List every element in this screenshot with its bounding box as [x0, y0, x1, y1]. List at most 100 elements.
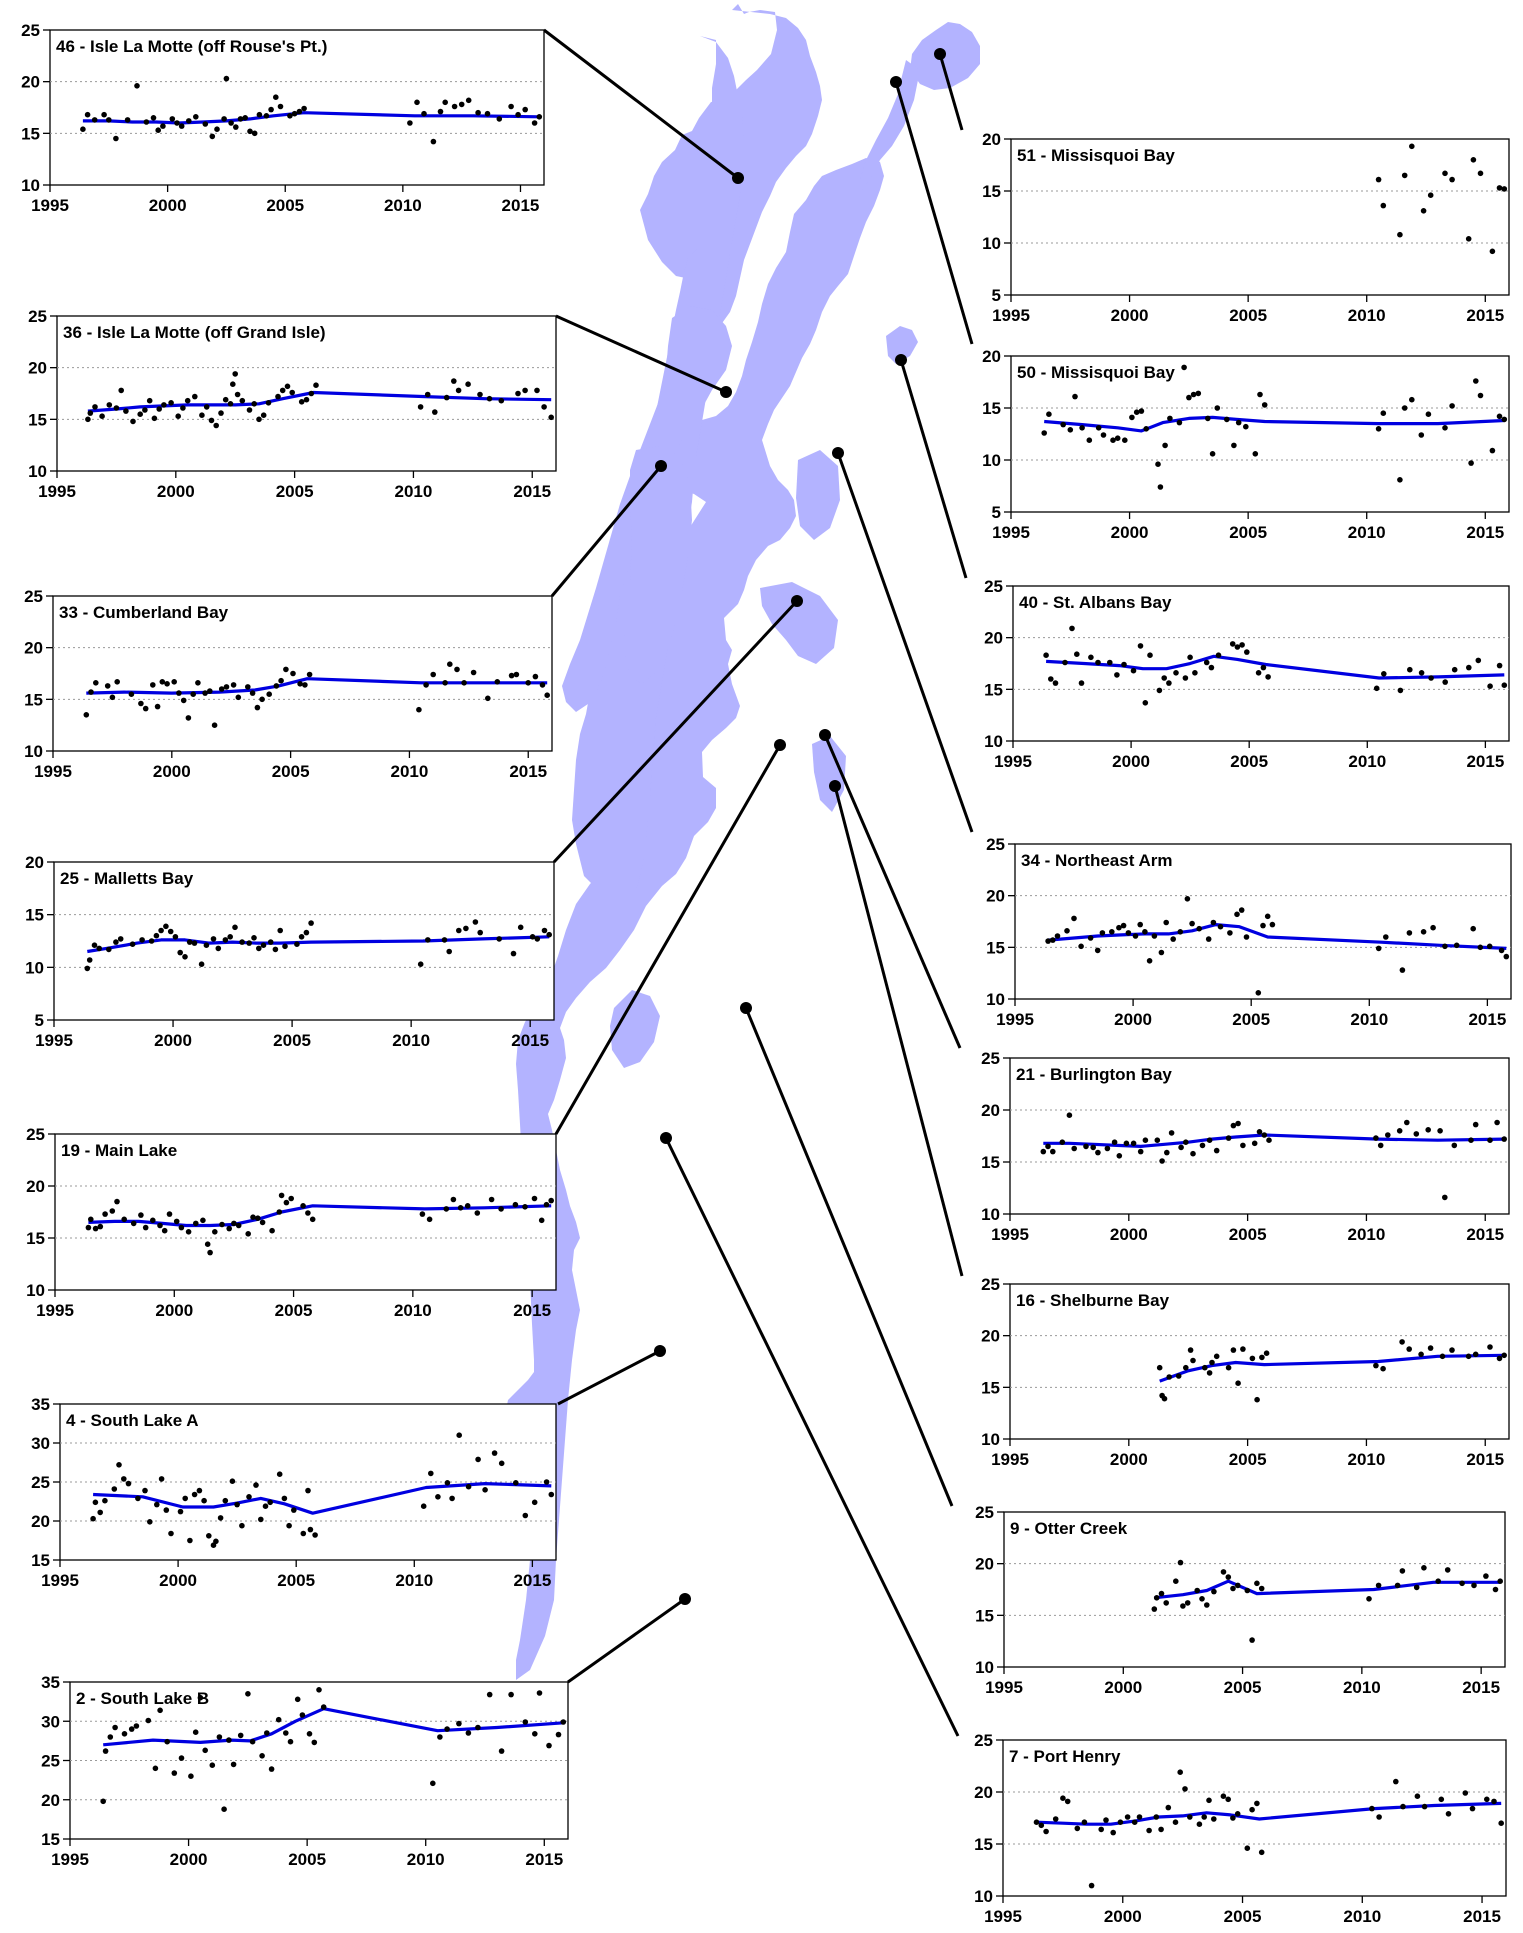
data-point — [1180, 1603, 1186, 1609]
data-point — [1430, 924, 1436, 931]
x-tick-label: 2010 — [1348, 1450, 1386, 1469]
x-tick-label: 1995 — [991, 1225, 1029, 1244]
plot-frame — [1009, 1283, 1510, 1440]
data-point — [1201, 1814, 1207, 1820]
data-point — [209, 133, 216, 140]
data-point — [217, 1515, 224, 1521]
site-33-marker — [655, 460, 667, 472]
data-point — [1399, 1568, 1406, 1574]
data-point — [1451, 1142, 1458, 1149]
data-point — [430, 1780, 436, 1787]
data-point — [237, 1732, 244, 1739]
data-point — [306, 671, 313, 678]
data-point — [273, 683, 280, 689]
data-point — [185, 1229, 192, 1235]
data-point — [1376, 1814, 1382, 1820]
data-point — [1177, 1769, 1183, 1775]
data-point — [260, 942, 267, 948]
data-point — [263, 113, 270, 119]
data-point — [182, 1495, 188, 1502]
site-leader-lines — [543, 28, 974, 1737]
data-point — [223, 684, 230, 690]
data-point — [1498, 1820, 1504, 1826]
data-point — [1420, 929, 1427, 935]
data-point — [1224, 416, 1230, 423]
leader-7 — [664, 1137, 960, 1737]
data-point — [560, 1719, 567, 1725]
data-point — [1459, 1580, 1465, 1587]
data-point — [192, 1729, 199, 1735]
data-point — [486, 1691, 493, 1698]
x-tick-label: 2015 — [1466, 306, 1504, 325]
data-point — [1095, 425, 1102, 431]
data-point — [1225, 1135, 1232, 1141]
data-point — [498, 397, 505, 404]
y-tick-label: 15 — [25, 906, 44, 925]
data-point — [1397, 231, 1403, 238]
data-point — [296, 108, 303, 115]
data-point — [138, 1212, 144, 1218]
data-point — [544, 692, 550, 698]
data-point — [1114, 435, 1121, 442]
data-point — [168, 1530, 174, 1537]
x-tick-label: 2010 — [1350, 1010, 1388, 1029]
x-tick-label: 1995 — [996, 1010, 1034, 1029]
data-point — [231, 1220, 237, 1227]
data-point — [463, 925, 469, 932]
data-point — [1204, 1602, 1210, 1608]
data-point — [1462, 1790, 1469, 1796]
x-tick-label: 2005 — [273, 1031, 311, 1050]
data-point — [282, 943, 288, 950]
data-point — [1470, 157, 1477, 163]
data-point — [129, 941, 136, 947]
data-point — [1501, 1136, 1507, 1142]
data-point — [305, 1487, 311, 1494]
cumberland-lobe — [624, 446, 692, 684]
data-point — [548, 1197, 554, 1204]
data-point — [1438, 1796, 1445, 1803]
data-point — [226, 1225, 232, 1232]
data-point — [510, 950, 517, 957]
data-point — [130, 418, 136, 425]
data-point — [1088, 654, 1094, 661]
data-point — [312, 1532, 318, 1538]
data-point — [1205, 415, 1211, 422]
data-point — [152, 1765, 159, 1772]
data-point — [249, 690, 256, 696]
data-point — [1475, 657, 1482, 664]
x-tick-label: 1995 — [38, 482, 76, 501]
y-tick-label: 15 — [41, 1830, 60, 1849]
data-point — [142, 407, 148, 413]
x-tick-label: 2010 — [395, 1571, 433, 1590]
data-point — [1375, 176, 1382, 183]
data-point — [1397, 477, 1403, 483]
y-tick-label: 15 — [984, 680, 1003, 699]
panel-title: 50 - Missisquoi Bay — [1017, 363, 1175, 382]
data-point — [1366, 1596, 1372, 1602]
data-point — [245, 684, 251, 690]
data-point — [1050, 937, 1056, 943]
data-point — [522, 387, 528, 394]
data-point — [221, 1806, 227, 1812]
data-point — [1052, 680, 1059, 686]
data-point — [1211, 1588, 1217, 1595]
data-point — [1121, 661, 1127, 668]
data-point — [1159, 1158, 1165, 1164]
data-point — [1255, 990, 1262, 996]
data-point — [1083, 1143, 1089, 1150]
data-point — [161, 1227, 168, 1234]
data-point — [485, 695, 491, 702]
data-point — [456, 927, 462, 934]
data-point — [475, 1724, 481, 1731]
data-point — [1469, 1805, 1476, 1812]
data-point — [1158, 1826, 1164, 1833]
data-point — [449, 1495, 455, 1502]
data-point — [283, 666, 289, 673]
y-tick-label: 15 — [26, 1229, 45, 1248]
y-tick-label: 10 — [21, 176, 40, 195]
data-point — [1489, 447, 1496, 454]
y-tick-label: 30 — [31, 1434, 50, 1453]
data-point — [291, 1507, 297, 1513]
y-tick-label: 25 — [41, 1752, 60, 1771]
